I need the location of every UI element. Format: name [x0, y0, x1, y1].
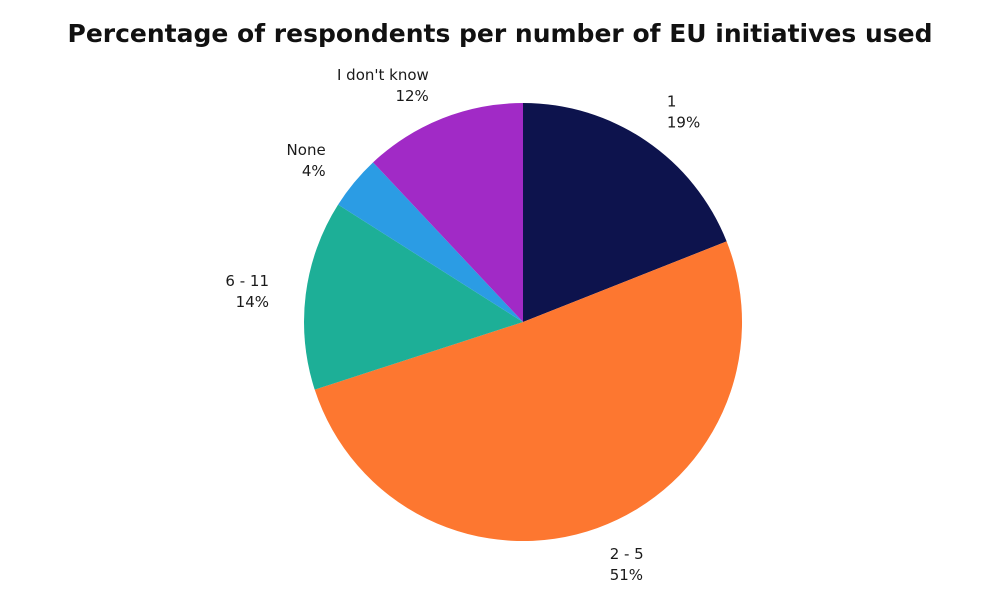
pie-labels: 1 19% 2 - 5 51% 6 - 11 14% None 4% I don't know 1… [225, 66, 700, 584]
pie-slice-i-don-t-know [373, 103, 523, 322]
pie-slice-6-11 [304, 204, 523, 390]
slice-label-6-11: 6 - 11 [225, 272, 269, 290]
pie-slice-2-5 [314, 241, 743, 542]
pie-slice-1 [523, 103, 727, 322]
slice-label-i-don-t-know: I don't know [337, 66, 429, 84]
slice-value-1: 19% [667, 113, 700, 131]
pie-slices [304, 103, 743, 542]
slice-label-none: None [287, 141, 326, 159]
slice-value-none: 4% [302, 162, 326, 180]
slice-label-1: 1 [667, 92, 677, 110]
slice-value-i-don-t-know: 12% [395, 87, 428, 105]
slice-value-2-5: 51% [610, 566, 643, 584]
slice-label-2-5: 2 - 5 [610, 545, 644, 563]
pie-slice-none [338, 162, 523, 322]
slice-value-6-11: 14% [236, 293, 269, 311]
chart-title: Percentage of respondents per number of … [68, 19, 933, 48]
